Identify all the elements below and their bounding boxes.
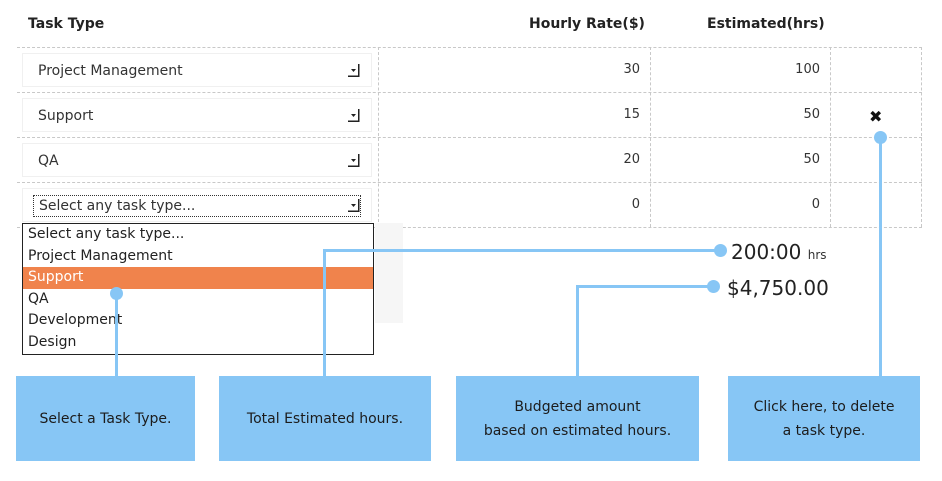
- callout-total-estimated-hours: Total Estimated hours.: [219, 376, 431, 461]
- callout-connector: [115, 293, 118, 377]
- dropdown-option-highlighted[interactable]: Support: [23, 267, 373, 289]
- callout-connector: [576, 285, 708, 288]
- task-type-select[interactable]: Support: [22, 98, 372, 132]
- callout-text: Select a Task Type.: [39, 410, 172, 427]
- callout-budgeted-amount: Budgeted amount based on estimated hours…: [456, 376, 699, 461]
- hourly-rate-cell[interactable]: 15: [623, 107, 640, 122]
- callout-connector: [576, 285, 579, 377]
- callout-text: Click here, to delete a task type.: [753, 398, 895, 439]
- callout-connector: [879, 137, 882, 377]
- delete-task-button[interactable]: ✖: [869, 107, 882, 126]
- header-hourly-rate: Hourly Rate($): [529, 16, 645, 32]
- callout-text: Total Estimated hours.: [246, 410, 404, 427]
- callout-dot: [714, 244, 727, 257]
- row-divider: [17, 92, 922, 93]
- task-type-select-active[interactable]: Select any task type...: [22, 188, 372, 222]
- task-type-dropdown-list[interactable]: Select any task type... Project Manageme…: [22, 223, 374, 355]
- total-hours-unit: hrs: [807, 248, 827, 262]
- dropdown-option[interactable]: Select any task type...: [28, 226, 185, 242]
- callout-connector: [323, 249, 326, 377]
- dropdown-arrow-icon[interactable]: [348, 64, 360, 77]
- task-type-select[interactable]: Project Management: [22, 53, 372, 87]
- dropdown-option[interactable]: Development: [28, 312, 123, 328]
- estimated-hours-cell[interactable]: 50: [803, 152, 820, 167]
- row-divider: [17, 137, 922, 138]
- row-divider: [17, 227, 922, 228]
- row-divider: [17, 47, 922, 48]
- callout-connector: [323, 249, 715, 252]
- task-type-value: Project Management: [38, 63, 183, 79]
- callout-text: Budgeted amount based on estimated hours…: [483, 398, 672, 439]
- close-icon[interactable]: ✖: [869, 107, 883, 126]
- dropdown-arrow-icon[interactable]: [348, 199, 360, 212]
- hourly-rate-cell[interactable]: 0: [631, 197, 640, 212]
- dropdown-arrow-icon[interactable]: [348, 109, 360, 122]
- focus-outline: [33, 195, 361, 217]
- header-estimated: Estimated(hrs): [707, 16, 825, 32]
- dropdown-arrow-icon[interactable]: [348, 154, 360, 167]
- column-divider: [921, 47, 922, 227]
- hourly-rate-cell[interactable]: 30: [623, 62, 640, 77]
- column-divider: [650, 47, 651, 227]
- task-type-placeholder: Select any task type...: [39, 198, 196, 214]
- dropdown-shadow: [375, 223, 403, 323]
- dropdown-option[interactable]: Design: [28, 333, 77, 350]
- task-type-value: Support: [38, 108, 94, 124]
- task-type-select[interactable]: QA: [22, 143, 372, 177]
- header-task-type: Task Type: [28, 16, 105, 32]
- estimated-hours-cell[interactable]: 100: [795, 62, 820, 77]
- total-hours-value: 200:00: [731, 240, 802, 264]
- dropdown-option[interactable]: QA: [28, 290, 49, 307]
- callout-dot: [707, 280, 720, 293]
- dropdown-option[interactable]: Project Management: [28, 247, 173, 264]
- callout-delete-task-type: Click here, to delete a task type.: [728, 376, 920, 461]
- total-hours: 200:00 hrs: [731, 240, 827, 264]
- estimated-hours-cell[interactable]: 0: [811, 197, 820, 212]
- row-divider: [17, 182, 922, 183]
- hourly-rate-cell[interactable]: 20: [623, 152, 640, 167]
- total-budget: $4,750.00: [727, 276, 829, 300]
- callout-select-task-type: Select a Task Type.: [16, 376, 195, 461]
- column-divider: [830, 47, 831, 227]
- column-divider: [378, 47, 379, 227]
- task-type-value: QA: [38, 153, 59, 169]
- estimated-hours-cell[interactable]: 50: [803, 107, 820, 122]
